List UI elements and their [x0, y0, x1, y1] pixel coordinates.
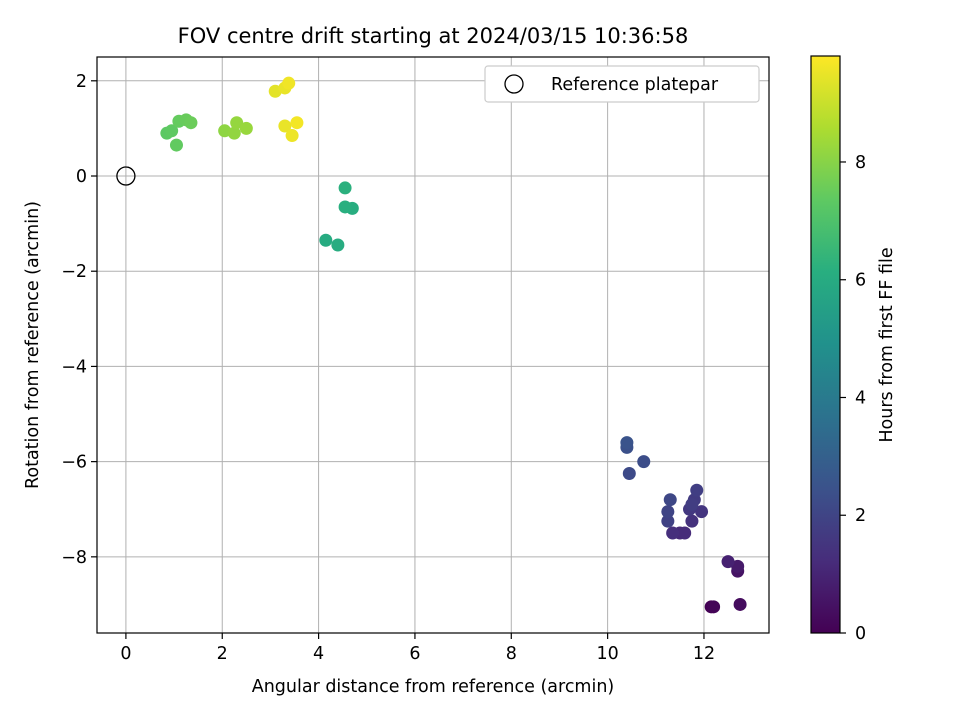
data-point	[184, 116, 198, 130]
data-point	[695, 505, 709, 519]
colorbar-tick-label: 2	[855, 506, 866, 526]
data-point	[661, 514, 675, 528]
y-axis-label: Rotation from reference (arcmin)	[23, 201, 43, 489]
data-point	[169, 138, 183, 152]
data-point	[282, 76, 296, 90]
plot-frame	[96, 56, 770, 634]
data-point	[690, 483, 704, 497]
data-point	[338, 181, 352, 195]
y-tick-label: −8	[61, 548, 87, 568]
legend-box	[484, 65, 760, 103]
data-point	[637, 455, 651, 469]
data-point	[733, 597, 747, 611]
x-tick-label: 10	[596, 644, 618, 664]
data-point	[165, 124, 179, 138]
data-point	[661, 505, 675, 519]
y-tick-label: 2	[76, 72, 87, 92]
data-points	[160, 76, 747, 614]
colorbar-tick-label: 0	[855, 624, 866, 644]
y-tick-label: −2	[61, 262, 87, 282]
legend: Reference platepar	[484, 65, 760, 103]
data-point	[685, 514, 699, 528]
data-point	[620, 436, 634, 450]
data-point	[338, 200, 352, 214]
x-tick-label: 2	[217, 644, 228, 664]
y-axis-ticks: 2 0 −2 −4 −6 −8	[61, 72, 97, 568]
legend-reference-marker	[504, 74, 524, 94]
x-tick-label: 12	[693, 644, 715, 664]
x-tick-label: 8	[506, 644, 517, 664]
grid-lines	[97, 57, 769, 633]
x-tick-label: 0	[120, 644, 131, 664]
colorbar-ticks: 0 2 4 6 8	[840, 153, 866, 644]
colorbar-tick-label: 4	[855, 388, 866, 408]
y-tick-label: −4	[61, 357, 87, 377]
data-point	[666, 526, 680, 540]
data-point	[290, 116, 304, 130]
data-point	[278, 119, 292, 133]
colorbar: 0 2 4 6 8 Hours from first FF file	[810, 55, 897, 644]
x-axis-label: Angular distance from reference (arcmin)	[252, 677, 615, 697]
x-axis-ticks: 0 2 4 6 8 10 12	[120, 633, 715, 664]
x-tick-label: 4	[313, 644, 324, 664]
colorbar-tick-label: 6	[855, 271, 866, 291]
y-tick-label: 0	[76, 167, 87, 187]
legend-label: Reference platepar	[551, 75, 719, 95]
data-point	[319, 233, 333, 247]
data-point	[663, 493, 677, 507]
data-point	[707, 600, 721, 614]
data-point	[239, 121, 253, 135]
reference-marker	[116, 166, 136, 186]
data-point	[721, 555, 735, 569]
x-tick-label: 6	[409, 644, 420, 664]
data-point	[678, 526, 692, 540]
data-point	[622, 467, 636, 481]
data-point	[285, 129, 299, 143]
data-point	[230, 116, 244, 130]
colorbar-label: Hours from first FF file	[877, 247, 897, 442]
colorbar-tick-label: 8	[855, 153, 866, 173]
colorbar-gradient	[810, 55, 841, 634]
data-point	[731, 559, 745, 573]
data-point	[227, 126, 241, 140]
data-point	[685, 497, 699, 511]
chart-title: FOV centre drift starting at 2024/03/15 …	[178, 24, 689, 48]
data-point	[331, 238, 345, 252]
y-tick-label: −6	[61, 453, 87, 473]
